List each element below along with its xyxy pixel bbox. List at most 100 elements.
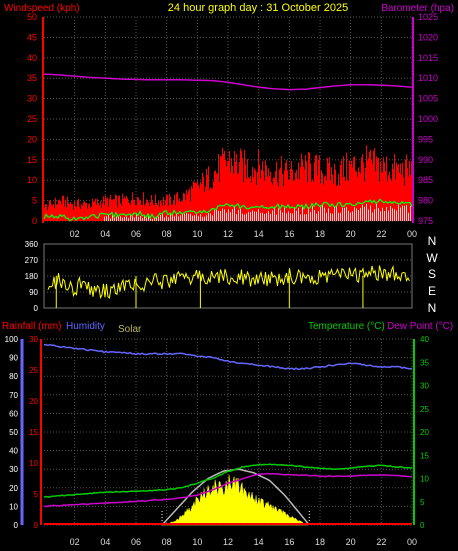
barometer-tick-label: 1005 (418, 94, 438, 104)
x-tick-label: 18 (315, 229, 325, 239)
direction-tick-label: 270 (25, 256, 39, 265)
barometer-tick-label: 1010 (418, 73, 438, 83)
x-tick-label: 12 (223, 229, 233, 239)
humidity-tick-label: 70 (9, 391, 18, 400)
x-tick-label: 14 (254, 537, 264, 547)
x-tick-label: 18 (315, 537, 325, 547)
barometer-tick-label: 995 (418, 134, 433, 144)
temperature-tick-label: 15 (420, 451, 429, 460)
humidity-tick-label: 80 (9, 372, 18, 381)
rainfall-tick-label: 25 (29, 366, 38, 375)
compass-label: E (428, 284, 436, 298)
humidity-tick-label: 0 (14, 521, 19, 530)
windspeed-tick-label: 45 (27, 32, 37, 42)
compass-label: S (428, 267, 436, 281)
x-tick-label: 20 (346, 537, 356, 547)
temperature-tick-label: 0 (420, 521, 425, 530)
humidity-tick-label: 50 (9, 428, 18, 437)
barometer-tick-label: 1020 (418, 32, 438, 42)
dewpoint-axis-label: Dew Point (°C) (387, 321, 453, 332)
humidity-tick-label: 100 (5, 335, 19, 344)
x-tick-label: 14 (254, 229, 264, 239)
barometer-tick-label: 990 (418, 155, 433, 165)
wind-average-line (43, 198, 413, 222)
direction-tick-label: 0 (34, 304, 39, 313)
graph-title: 24 hour graph day : 31 October 2025 (168, 2, 348, 14)
x-tick-label: 12 (223, 537, 233, 547)
humidity-tick-label: 40 (9, 447, 18, 456)
humidity-tick-label: 10 (9, 502, 18, 511)
windspeed-axis-label: Windspeed (kph) (4, 3, 80, 14)
dewpoint-line (43, 472, 413, 508)
barometer-tick-label: 980 (418, 196, 433, 206)
x-tick-label: 04 (100, 229, 110, 239)
windspeed-tick-label: 50 (27, 12, 37, 22)
windspeed-tick-label: 40 (27, 53, 37, 63)
x-tick-label: 08 (162, 229, 172, 239)
x-tick-label: 04 (100, 537, 110, 547)
temperature-tick-label: 30 (420, 382, 429, 391)
temperature-tick-label: 25 (420, 405, 429, 414)
windspeed-tick-label: 35 (27, 73, 37, 83)
temperature-tick-label: 35 (420, 358, 429, 367)
direction-tick-label: 90 (29, 288, 38, 297)
rain-humidity-temperature-panel: 0 10 20 30 40 50 60 70 80 90 10 00 5 10 15 20 25 30 0 5 10 15… (5, 335, 430, 547)
temperature-line (43, 463, 413, 498)
barometer-tick-label: 975 (418, 216, 433, 226)
windspeed-tick-label: 10 (27, 175, 37, 185)
windspeed-tick-label: 0 (32, 216, 37, 226)
rainfall-axis-label: Rainfall (mm) (2, 321, 61, 332)
rainfall-tick-label: 15 (29, 428, 38, 437)
wind-direction-line (47, 265, 410, 300)
temperature-axis-label: Temperature (°C) (308, 321, 385, 332)
humidity-tick-label: 20 (9, 484, 18, 493)
barometer-axis-label: Barometer (hpa) (381, 3, 454, 14)
x-tick-label: 00 (407, 229, 417, 239)
barometer-line (43, 73, 413, 91)
barometer-tick-label: 1015 (418, 53, 438, 63)
barometer-tick-label: 985 (418, 175, 433, 185)
temperature-tick-label: 5 (420, 498, 425, 507)
humidity-axis-label: Humidity (66, 321, 105, 332)
x-tick-label: 06 (131, 537, 141, 547)
direction-tick-label: 180 (25, 272, 39, 281)
compass-label: W (426, 251, 438, 265)
humidity-tick-label: 90 (9, 354, 18, 363)
compass-label: N (428, 234, 437, 248)
temperature-tick-label: 10 (420, 475, 429, 484)
x-tick-label: 20 (346, 229, 356, 239)
humidity-line (43, 343, 413, 371)
temperature-tick-label: 20 (420, 428, 429, 437)
x-tick-label: 10 (192, 537, 202, 547)
x-tick-label: 16 (284, 229, 294, 239)
x-tick-label: 02 (70, 537, 80, 547)
humidity-tick-label: 30 (9, 465, 18, 474)
x-tick-label: 10 (192, 229, 202, 239)
windspeed-tick-label: 30 (27, 94, 37, 104)
rainfall-tick-label: 5 (34, 490, 39, 499)
temperature-tick-label: 40 (420, 335, 429, 344)
x-tick-label: 08 (162, 537, 172, 547)
solar-axis-label: Solar (118, 324, 142, 335)
x-tick-label: 02 (70, 229, 80, 239)
barometer-tick-label: 1025 (418, 12, 438, 22)
windspeed-tick-label: 25 (27, 114, 37, 124)
x-tick-label: 06 (131, 229, 141, 239)
humidity-tick-label: 60 (9, 409, 18, 418)
rainfall-tick-label: 20 (29, 397, 38, 406)
windspeed-tick-label: 15 (27, 155, 37, 165)
rainfall-tick-label: 30 (29, 335, 38, 344)
solar-area (162, 474, 309, 526)
rainfall-tick-label: 10 (29, 459, 38, 468)
x-tick-label: 00 (407, 537, 417, 547)
x-tick-label: 22 (376, 229, 386, 239)
direction-tick-label: 360 (25, 240, 39, 249)
barometer-tick-label: 1000 (418, 114, 438, 124)
windspeed-tick-label: 20 (27, 134, 37, 144)
x-tick-label: 16 (284, 537, 294, 547)
windspeed-tick-label: 5 (32, 196, 37, 206)
compass-label: N (428, 301, 437, 315)
